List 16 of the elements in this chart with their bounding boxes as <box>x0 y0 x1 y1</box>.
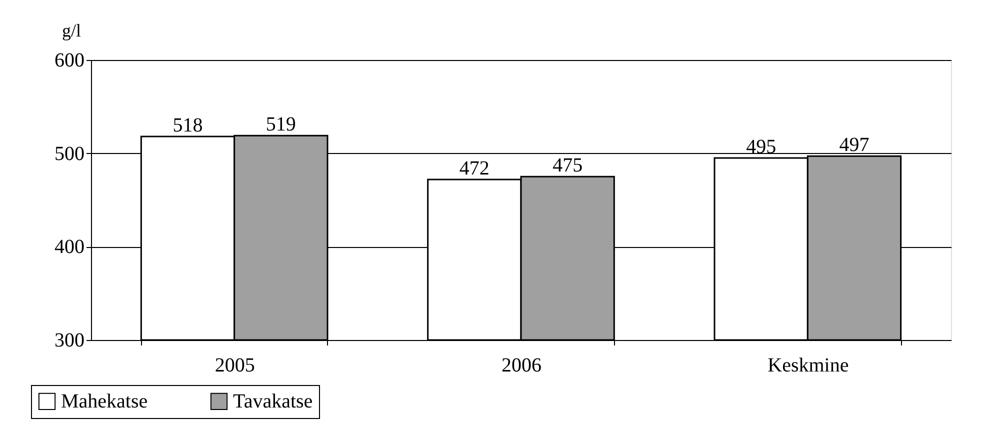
data-label: 472 <box>459 157 490 180</box>
x-tick-label: Keskmine <box>768 354 849 376</box>
y-tick-label: 600 <box>54 50 84 72</box>
data-label: 497 <box>839 134 870 156</box>
data-label: 519 <box>266 114 296 136</box>
y-tick-label: 400 <box>54 236 84 258</box>
x-tick-label: 2005 <box>214 354 255 376</box>
y-tick-label: 300 <box>54 330 84 352</box>
legend-label: Tavakatse <box>233 390 313 412</box>
y-tick-label: 500 <box>54 142 84 165</box>
legend-label: Mahekatse <box>61 390 148 412</box>
data-label: 518 <box>172 114 203 137</box>
data-label: 495 <box>746 136 776 158</box>
y-axis-title: g/l <box>62 20 82 40</box>
x-tick-label: 2006 <box>502 354 542 376</box>
data-label: 475 <box>552 154 583 177</box>
